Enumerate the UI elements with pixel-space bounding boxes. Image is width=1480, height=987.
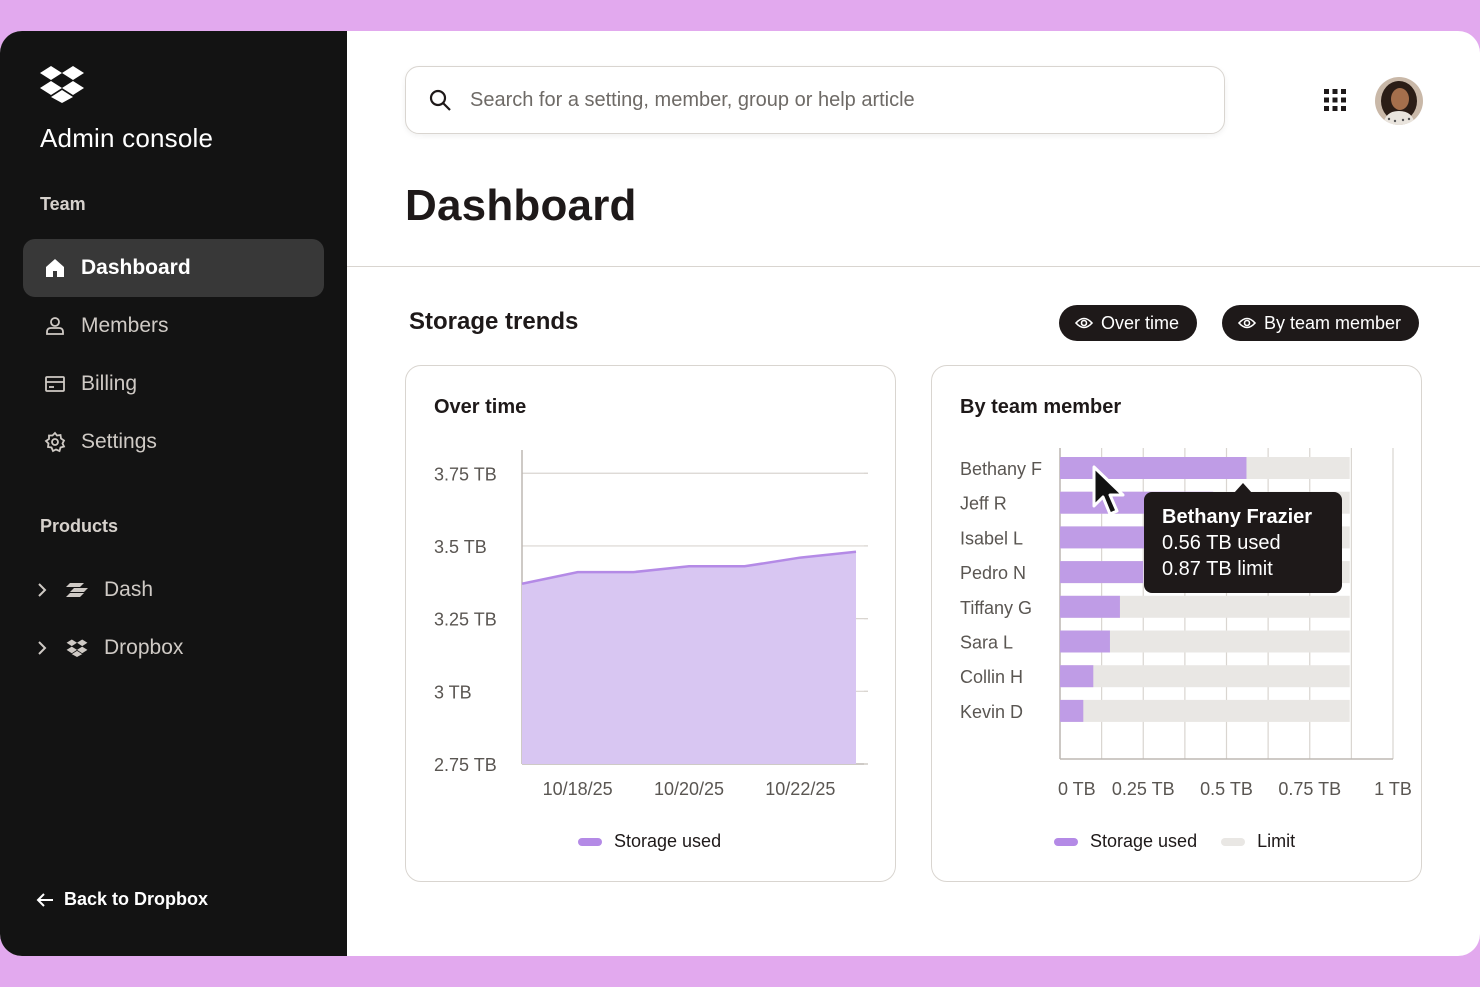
x-tick-label: 0 TB xyxy=(1058,779,1096,799)
legend-swatch xyxy=(1054,837,1078,846)
category-label: Bethany F xyxy=(960,459,1042,479)
tooltip-name: Bethany Frazier xyxy=(1162,506,1313,528)
back-to-dropbox-link[interactable]: Back to Dropbox xyxy=(36,889,208,910)
legend-swatch xyxy=(578,837,602,846)
eye-icon xyxy=(1238,317,1256,329)
section-title: Storage trends xyxy=(409,308,579,335)
mouse-cursor-icon xyxy=(1092,465,1125,516)
header-divider xyxy=(347,266,1480,267)
eye-icon xyxy=(1075,317,1093,329)
category-label: Pedro N xyxy=(960,563,1026,583)
storage-used-bar xyxy=(1060,630,1110,653)
product-item-dropbox[interactable]: Dropbox xyxy=(36,628,183,668)
legend-item-storage-used: Storage used xyxy=(1054,831,1197,852)
person-icon xyxy=(43,314,67,338)
legend-item-storage-used: Storage used xyxy=(578,831,721,852)
category-label: Collin H xyxy=(960,667,1023,687)
search-bar[interactable] xyxy=(405,66,1225,134)
nav-item-billing[interactable]: Billing xyxy=(23,355,324,413)
nav-label: Dashboard xyxy=(81,256,191,279)
y-tick-label: 3 TB xyxy=(434,682,472,702)
y-tick-label: 3.25 TB xyxy=(434,610,497,630)
category-label: Jeff R xyxy=(960,494,1007,514)
nav-label: Settings xyxy=(81,430,157,453)
storage-used-bar xyxy=(1060,595,1120,618)
chart-title: Over time xyxy=(434,396,527,418)
legend-label: Limit xyxy=(1257,831,1296,851)
tooltip-limit: 0.87 TB limit xyxy=(1162,558,1273,580)
page-title: Dashboard xyxy=(405,181,637,230)
legend-swatch xyxy=(1221,837,1246,846)
y-tick-label: 3.75 TB xyxy=(434,464,497,484)
search-icon xyxy=(429,89,451,111)
tooltip-used: 0.56 TB used xyxy=(1162,532,1281,554)
x-tick-label: 0.75 TB xyxy=(1278,779,1341,799)
category-label: Isabel L xyxy=(960,528,1023,548)
home-icon xyxy=(43,256,67,280)
over-time-toggle[interactable]: Over time xyxy=(1059,305,1198,341)
legend-label: Storage used xyxy=(1090,831,1198,851)
nav-label: Members xyxy=(81,314,169,337)
admin-window: Admin console Team Dashboard Members Bil… xyxy=(0,31,1480,956)
x-tick-label: 0.5 TB xyxy=(1200,779,1253,799)
product-label: Dropbox xyxy=(104,636,184,659)
chart-tooltip: Bethany Frazier 0.56 TB used 0.87 TB lim… xyxy=(1144,483,1342,593)
over-time-chart: 2.75 TB 3 TB 3.25 TB 3.5 TB 3.75 TB 10/18/25 1… xyxy=(434,450,868,799)
chart-legend: Storage used xyxy=(578,831,745,852)
dropbox-icon xyxy=(66,639,90,657)
gear-icon xyxy=(43,430,67,454)
dash-icon xyxy=(66,581,90,599)
category-label: Sara L xyxy=(960,633,1013,653)
nav-label: Billing xyxy=(81,372,138,395)
product-item-dash[interactable]: Dash xyxy=(36,570,153,610)
category-label: Tiffany G xyxy=(960,598,1032,618)
card-icon xyxy=(43,372,67,396)
x-tick-label: 10/18/25 xyxy=(543,779,613,799)
limit-bar xyxy=(1060,630,1350,653)
sidebar: Admin console Team Dashboard Members Bil… xyxy=(0,31,347,956)
back-label: Back to Dropbox xyxy=(64,889,209,909)
legend-item-limit: Limit xyxy=(1221,831,1295,852)
x-tick-label: 10/22/25 xyxy=(765,779,835,799)
storage-used-bar xyxy=(1060,561,1144,584)
by-team-member-card: By team member 0 TB 0.25 TB 0.5 TB 0.75 TB 1… xyxy=(931,365,1422,882)
search-input[interactable] xyxy=(470,88,1170,112)
product-label: Dash xyxy=(104,578,154,601)
limit-bar xyxy=(1060,595,1350,618)
y-tick-label: 2.75 TB xyxy=(434,755,497,775)
nav-item-dashboard[interactable]: Dashboard xyxy=(23,239,324,297)
chevron-right-icon[interactable] xyxy=(36,582,56,598)
team-section-label: Team xyxy=(40,194,86,214)
storage-used-bar xyxy=(1060,457,1247,479)
limit-bar xyxy=(1060,665,1350,688)
storage-used-bar xyxy=(1060,665,1094,688)
nav-item-settings[interactable]: Settings xyxy=(23,413,324,471)
chart-title: By team member xyxy=(960,396,1122,418)
x-tick-label: 0.25 TB xyxy=(1112,779,1175,799)
chart-legend: Storage used Limit xyxy=(1054,831,1319,852)
category-label: Kevin D xyxy=(960,702,1023,722)
x-tick-label: 10/20/25 xyxy=(654,779,724,799)
app-title: Admin console xyxy=(40,123,214,153)
by-team-member-chart: 0 TB 0.25 TB 0.5 TB 0.75 TB 1 TB Bethany F Jef… xyxy=(960,448,1412,799)
by-team-member-toggle[interactable]: By team member xyxy=(1222,305,1420,341)
limit-bar xyxy=(1060,699,1350,722)
arrow-left-icon xyxy=(36,892,53,907)
y-tick-label: 3.5 TB xyxy=(434,537,487,557)
over-time-card: Over time 2.75 TB 3 TB 3.25 TB 3.5 TB 3.75 T… xyxy=(405,365,896,882)
nav-item-members[interactable]: Members xyxy=(23,297,324,355)
legend-label: Storage used xyxy=(614,831,722,851)
pill-label: Over time xyxy=(1101,312,1180,333)
area-fill xyxy=(522,551,856,764)
app-grid-icon[interactable] xyxy=(1323,88,1347,112)
x-tick-label: 1 TB xyxy=(1374,779,1412,799)
chevron-right-icon[interactable] xyxy=(36,640,56,656)
dropbox-logo-icon[interactable] xyxy=(40,65,84,103)
avatar[interactable] xyxy=(1375,77,1423,125)
pill-label: By team member xyxy=(1264,312,1402,333)
main-content: Dashboard Storage trends Over time By te… xyxy=(347,31,1480,956)
products-section-label: Products xyxy=(40,516,119,536)
storage-used-bar xyxy=(1060,699,1084,722)
